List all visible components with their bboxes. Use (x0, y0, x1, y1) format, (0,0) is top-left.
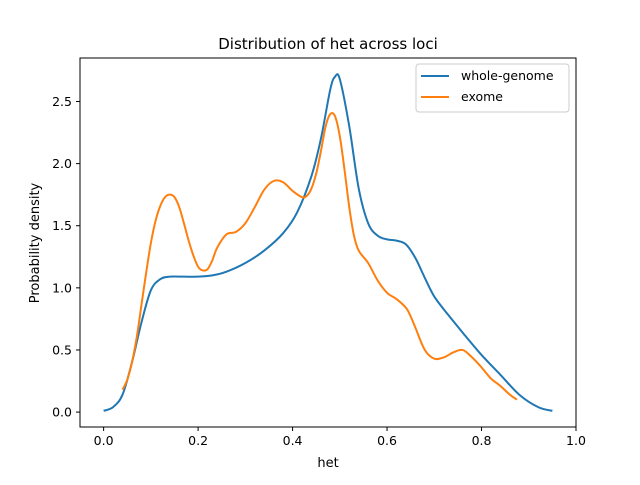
x-tick-label: 0.4 (283, 433, 303, 448)
y-tick-label: 2.0 (52, 156, 72, 171)
y-axis-label: Probability density (28, 182, 43, 303)
series-line-exome (121, 111, 518, 401)
x-tick-label: 1.0 (566, 433, 586, 448)
series-line-whole-genome (103, 73, 553, 412)
x-tick-label: 0.8 (472, 433, 492, 448)
y-tick-label: 1.5 (52, 218, 72, 233)
y-tick-label: 0.5 (52, 342, 72, 357)
x-tick-label: 0.2 (188, 433, 208, 448)
series-layer (103, 73, 553, 412)
chart-title: Distribution of het across loci (218, 35, 438, 53)
legend: whole-genome exome (415, 63, 570, 113)
y-tick-label: 2.5 (52, 94, 72, 109)
plot-frame (79, 57, 577, 428)
x-tick-label: 0.0 (94, 433, 114, 448)
legend-frame (415, 63, 570, 113)
y-ticks: 0.0 0.5 1.0 1.5 2.0 2.5 (52, 94, 80, 420)
y-tick-label: 0.0 (52, 405, 72, 420)
x-axis-label: het (317, 456, 338, 471)
x-tick-label: 0.6 (377, 433, 397, 448)
legend-label-exome: exome (461, 89, 503, 104)
legend-label-whole-genome: whole-genome (461, 68, 554, 83)
x-ticks: 0.0 0.2 0.4 0.6 0.8 1.0 (94, 427, 586, 448)
y-tick-label: 1.0 (52, 280, 72, 295)
